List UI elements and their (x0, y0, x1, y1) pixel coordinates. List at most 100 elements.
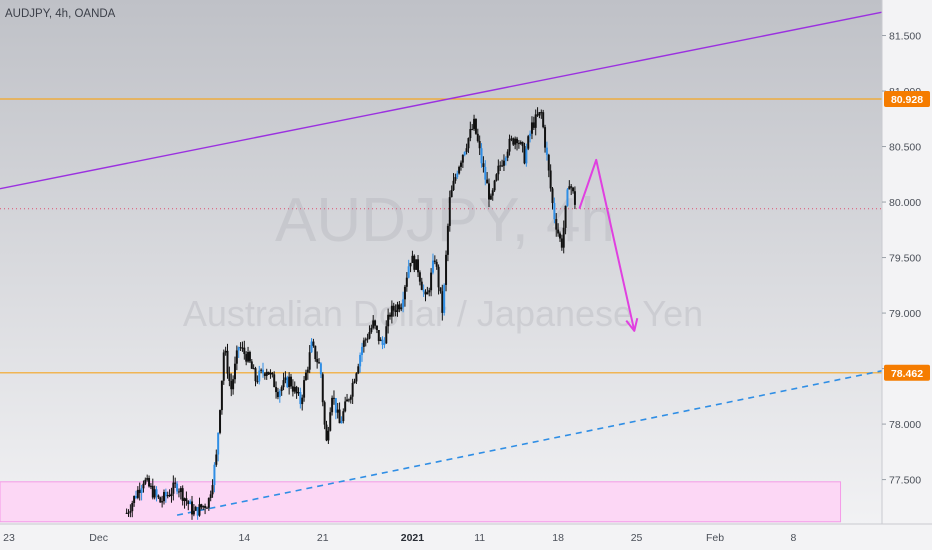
candle-body (306, 369, 309, 373)
candle-body (415, 259, 418, 270)
candle-body (473, 118, 476, 129)
candle-body (512, 138, 515, 145)
candle-body (177, 491, 180, 493)
candle-body (312, 341, 315, 346)
candle-body (564, 205, 567, 228)
candle-body (271, 372, 274, 375)
candle-body (267, 371, 270, 375)
candle-body (304, 372, 307, 381)
x-tick-label: 23 (3, 532, 15, 544)
candle-body (308, 352, 311, 370)
candle-body (431, 260, 434, 273)
y-tick-label: 79.500 (889, 253, 921, 265)
candle-body (181, 488, 184, 501)
candle-body (389, 314, 392, 317)
candle-body (232, 379, 235, 390)
candle-body (282, 380, 285, 388)
candle-body (379, 339, 382, 341)
candle-body (226, 350, 229, 374)
symbol-label[interactable]: AUDJPY, 4h, OANDA (5, 8, 116, 20)
candle-body (540, 112, 543, 114)
candle-body (534, 114, 537, 128)
candle-body (344, 401, 347, 412)
candle-body (318, 362, 321, 364)
candle-body (273, 374, 276, 388)
projection-arrow[interactable] (578, 158, 636, 332)
candle-body (293, 386, 296, 392)
candle-body (417, 259, 420, 273)
price-label-box-2 (884, 364, 930, 381)
candle-body (204, 505, 207, 508)
candle-body (519, 142, 522, 144)
candle-body (325, 424, 328, 441)
candle-body (486, 179, 489, 184)
candle-body (499, 165, 502, 167)
y-tick-label: 80.500 (889, 142, 921, 154)
candle-body (284, 377, 287, 381)
candle-body (256, 381, 259, 383)
candle-body (521, 142, 524, 147)
candle-body (527, 136, 530, 149)
candle-body (142, 483, 145, 489)
candle-body (502, 160, 505, 166)
price-axis[interactable] (882, 0, 932, 524)
candle-body (422, 289, 425, 292)
x-tick-label: 18 (552, 532, 564, 544)
candle-body (491, 190, 494, 196)
candle-body (172, 482, 175, 494)
y-tick-label: 81.500 (889, 31, 921, 43)
candle-body (170, 493, 173, 497)
candle-body (228, 373, 231, 381)
candle-body (398, 304, 401, 310)
candle-body (239, 347, 242, 349)
candle-body (129, 511, 132, 513)
y-tick-label: 78.000 (889, 419, 921, 431)
upper-trendline[interactable] (0, 11, 883, 190)
candle-body (288, 376, 291, 388)
candle-body (403, 286, 406, 300)
candle-body (387, 314, 390, 327)
candle-body (560, 238, 563, 248)
support-zone[interactable] (0, 481, 842, 523)
candle-body (366, 338, 369, 340)
candle-body (375, 325, 378, 330)
candle-body (530, 122, 533, 134)
candle-body (179, 488, 182, 493)
candle-body (224, 350, 227, 353)
candle-body (516, 138, 519, 144)
candle-body (428, 290, 431, 293)
candle-body (290, 376, 293, 387)
candle-body (445, 254, 448, 285)
candle-body (155, 489, 158, 496)
candle-body (544, 127, 547, 148)
candle-body (446, 225, 449, 255)
candle-body (247, 351, 250, 362)
candle-body (437, 266, 440, 288)
candle-body (205, 507, 208, 509)
candle-body (542, 112, 545, 128)
candle-body (198, 504, 201, 516)
x-tick-label: 11 (474, 532, 485, 544)
candle-body (480, 148, 483, 164)
candle-body (157, 495, 160, 498)
candle-body (411, 255, 414, 263)
candle-body (220, 380, 223, 411)
candle-body (359, 354, 362, 367)
candle-body (219, 410, 222, 433)
candle-body (222, 352, 225, 381)
candle-body (405, 277, 408, 287)
candle-body (168, 495, 171, 497)
candle-body (510, 138, 513, 140)
candle-body (353, 381, 356, 383)
candle-body (209, 494, 212, 499)
lower-trendline[interactable] (176, 370, 883, 516)
candle-body (517, 143, 520, 145)
time-axis[interactable] (0, 524, 932, 550)
candle-body (346, 399, 349, 402)
candle-body (394, 310, 397, 312)
candle-body (299, 392, 302, 405)
candle-body (303, 380, 306, 398)
